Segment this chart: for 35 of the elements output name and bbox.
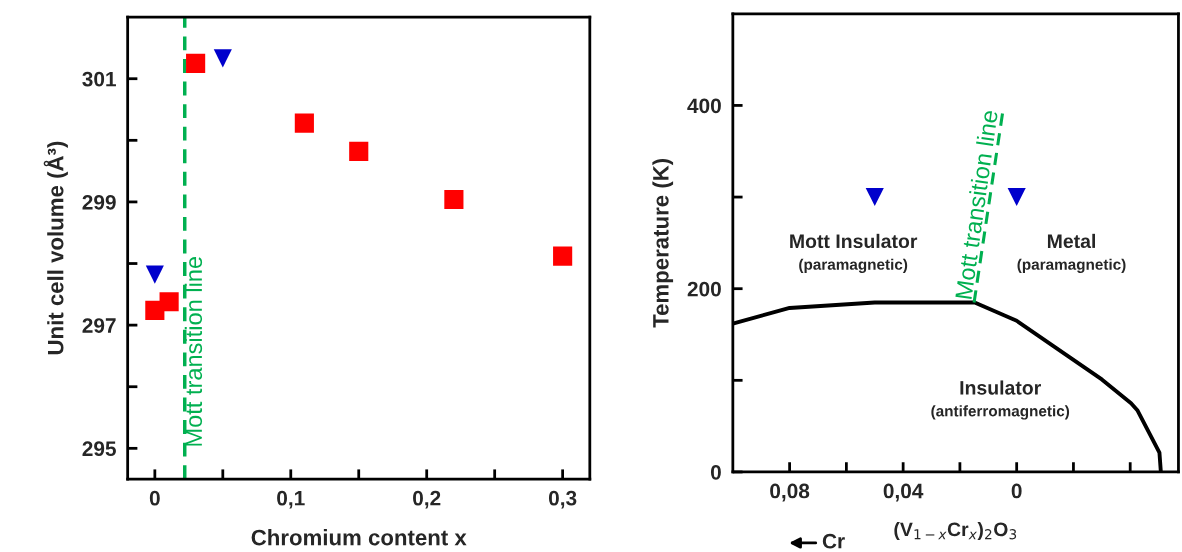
- point: [553, 246, 573, 266]
- x-tick-label: 0: [149, 490, 160, 506]
- annotation: Mott Insulator: [790, 233, 918, 249]
- x-tick-label: 0,2: [413, 490, 441, 509]
- point: [159, 292, 179, 312]
- point: [294, 113, 314, 133]
- point: [145, 265, 164, 284]
- annotation: (paramagnetic): [799, 258, 908, 273]
- annotation: Insulator: [960, 380, 1041, 395]
- y-tick-label: 297: [82, 318, 116, 333]
- y-axis-title: Unit cell volume (Å³): [43, 141, 68, 355]
- annotation: (antiferromagnetic): [931, 405, 1070, 420]
- point: [186, 53, 206, 73]
- y-tick-label: 295: [82, 441, 116, 457]
- y-tick-label: 0: [710, 464, 721, 480]
- x-tick-label: 0,08: [770, 483, 810, 502]
- ref-line-label: Mott transition line: [184, 256, 203, 446]
- point: [444, 189, 464, 210]
- x-tick-label: 0,04: [883, 483, 924, 502]
- point: [349, 141, 369, 161]
- y-tick-label: 301: [82, 71, 116, 87]
- x-tick-label: 0,3: [548, 490, 577, 509]
- y-tick-label: 299: [82, 194, 116, 210]
- x-tick-label: 0,1: [277, 490, 305, 509]
- point: [213, 49, 232, 68]
- annotation: (paramagnetic): [1017, 258, 1126, 273]
- x-axis-title: (V$_{1−x}$Cr$_{x}$)$_{2}$O$_{3}$: [894, 521, 1017, 541]
- y-tick-label: 200: [687, 281, 721, 297]
- x-tick-label: 0: [1011, 483, 1022, 499]
- x-axis-title: Chromium content x: [251, 529, 467, 546]
- text: Cr: [822, 533, 845, 549]
- text: Mott transition line: [954, 109, 998, 299]
- y-tick-label: 400: [687, 98, 721, 114]
- y-axis-title: Temperature (K): [652, 158, 674, 328]
- annotation: Metal: [1047, 233, 1095, 249]
